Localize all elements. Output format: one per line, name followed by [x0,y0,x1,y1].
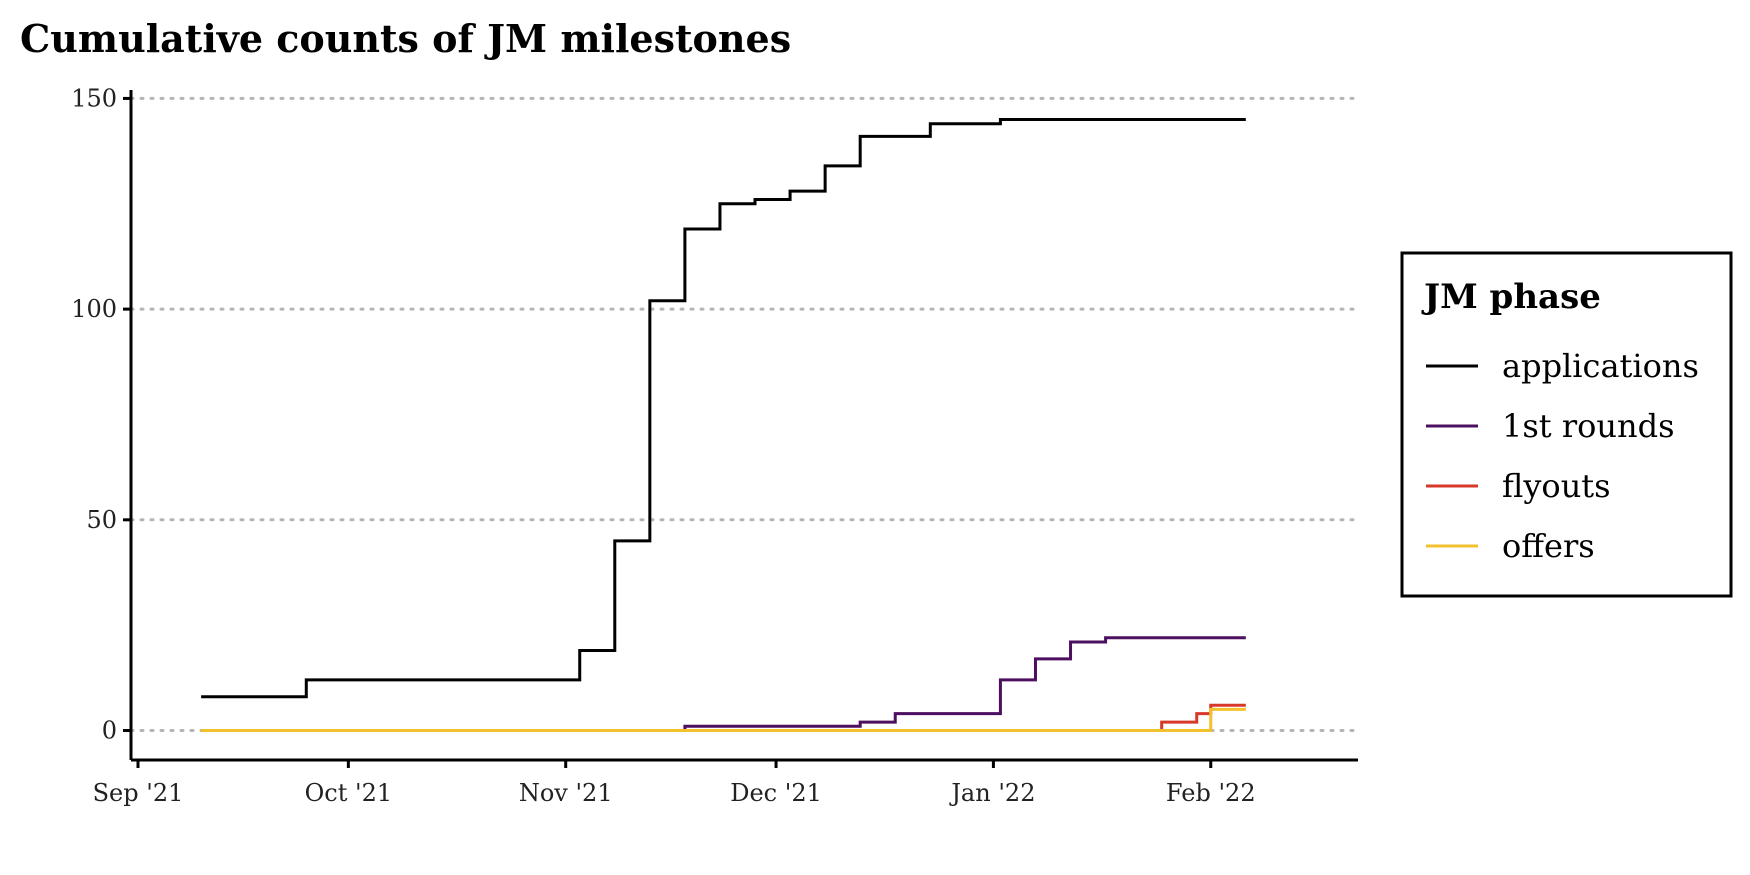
legend-title: JM phase [1421,277,1601,317]
x-tick-label: Nov '21 [519,779,613,807]
legend: JM phase applications 1st rounds flyouts of… [1400,251,1733,598]
gridlines [129,96,1360,733]
x-tick-label: Feb '22 [1166,779,1256,807]
legend-label-flyouts: flyouts [1502,467,1611,505]
y-tick-label: 50 [86,506,117,534]
series-line-1st-rounds [201,636,1246,733]
y-tick-label: 0 [102,717,117,745]
legend-label-offers: offers [1502,527,1595,565]
y-tick-label: 100 [71,295,117,323]
series-line-offers [201,707,1246,733]
series-line-applications [201,117,1246,699]
y-tick-label: 150 [71,84,117,112]
legend-label-applications: applications [1502,347,1699,385]
y-ticks: 0 50 100 150 [71,84,131,745]
series-lines [201,117,1246,733]
axes [129,90,1358,762]
x-tick-label: Sep '21 [93,779,184,807]
x-tick-label: Jan '22 [948,779,1035,807]
chart-title: Cumulative counts of JM milestones [20,16,791,61]
legend-items: applications 1st rounds flyouts offers [1426,347,1699,565]
legend-label-1st-rounds: 1st rounds [1502,407,1675,445]
x-tick-label: Oct '21 [305,779,393,807]
x-ticks: Sep '21 Oct '21 Nov '21 Dec '21 Jan '22 Feb '… [93,760,1256,807]
x-tick-label: Dec '21 [730,779,822,807]
